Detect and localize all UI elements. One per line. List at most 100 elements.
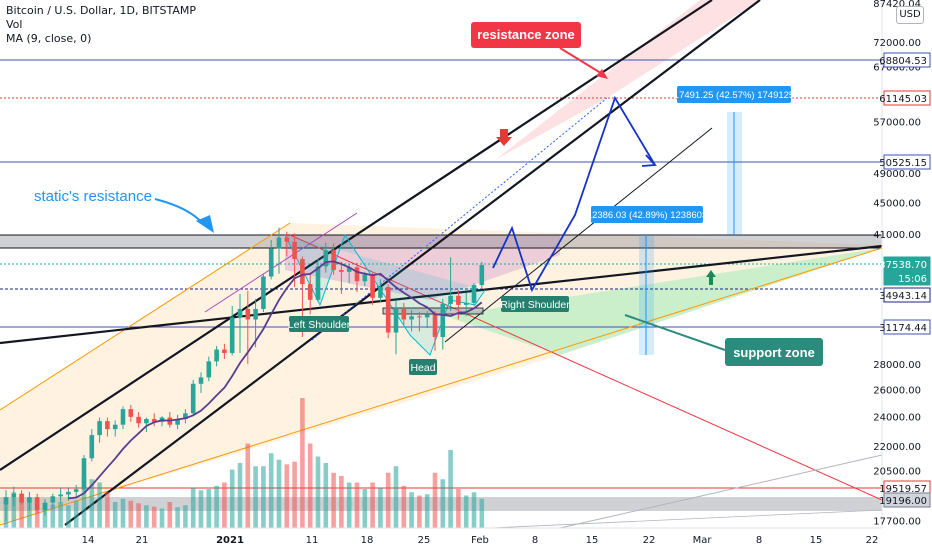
candle-body[interactable] <box>417 316 422 318</box>
candle-body[interactable] <box>19 493 24 503</box>
measure-lower-label: 12386.03 (42.89%) 1238603 <box>587 210 707 221</box>
volume-bar <box>323 463 329 528</box>
candle-body[interactable] <box>89 435 95 459</box>
candle-body[interactable] <box>120 409 126 425</box>
orange-channel-fill <box>0 223 882 525</box>
candle-body[interactable] <box>245 308 251 320</box>
head-label: Head <box>410 362 435 374</box>
candle-body[interactable] <box>27 497 32 503</box>
candle-body[interactable] <box>105 421 110 430</box>
volume-bar <box>253 466 258 528</box>
time-tick-label: Mar <box>693 535 713 546</box>
candle-body[interactable] <box>42 502 48 510</box>
candle-body[interactable] <box>393 308 399 333</box>
candle-body[interactable] <box>151 418 157 422</box>
candle-body[interactable] <box>315 266 321 300</box>
candle-body[interactable] <box>237 308 243 318</box>
candle-body[interactable] <box>440 303 446 337</box>
svg-text:50525.15: 50525.15 <box>879 158 927 169</box>
candle-body[interactable] <box>370 274 375 298</box>
price-badge: 19196.00 <box>879 492 931 508</box>
candle-body[interactable] <box>323 250 329 267</box>
candle-body[interactable] <box>354 267 360 282</box>
candle-body[interactable] <box>97 421 102 436</box>
candle-body[interactable] <box>206 361 212 378</box>
volume-bar <box>346 482 352 528</box>
head-callout: Head <box>409 359 437 375</box>
candle-body[interactable] <box>261 276 266 309</box>
candle-body[interactable] <box>11 493 17 498</box>
price-badge: 68804.53 <box>879 52 931 68</box>
candle-body[interactable] <box>479 265 485 286</box>
candle-body[interactable] <box>307 284 313 300</box>
volume-bar <box>354 482 360 528</box>
support-zone-callout: support zone <box>624 314 823 366</box>
candle-body[interactable] <box>198 377 204 384</box>
volume-bar <box>206 489 212 528</box>
candle-body[interactable] <box>112 424 118 430</box>
candle-body[interactable] <box>183 413 188 419</box>
candle-body[interactable] <box>339 269 344 272</box>
candle-body[interactable] <box>385 286 391 333</box>
volume-bar <box>471 492 477 528</box>
candle-body[interactable] <box>253 308 258 320</box>
candle-body[interactable] <box>222 349 227 354</box>
time-tick-label: 8 <box>532 535 538 546</box>
price-badge: 61145.03 <box>879 90 931 106</box>
resistance-zone-callout: resistance zone <box>471 22 608 79</box>
black-trendline-1 <box>0 0 713 471</box>
candle-body[interactable] <box>73 489 79 492</box>
volume-bar <box>190 487 196 528</box>
purple-line <box>204 212 358 313</box>
candle-body[interactable] <box>448 295 453 304</box>
candle-body[interactable] <box>34 497 40 510</box>
candle-body[interactable] <box>190 383 196 414</box>
candle-body[interactable] <box>3 497 9 505</box>
candle-body[interactable] <box>346 267 352 272</box>
left-shoulder-callout: Left Shoulder <box>288 316 351 332</box>
candle-body[interactable] <box>58 494 63 497</box>
candle-body[interactable] <box>463 302 469 305</box>
candle-body[interactable] <box>136 416 141 424</box>
candle-body[interactable] <box>229 317 235 354</box>
price-badge: 31174.44 <box>879 319 931 335</box>
candle-body[interactable] <box>268 248 274 277</box>
time-tick-label: 25 <box>418 535 431 546</box>
candle-body[interactable] <box>214 349 219 362</box>
candle-body[interactable] <box>378 286 383 298</box>
price-tick-label: 57000.00 <box>873 118 921 129</box>
candle-body[interactable] <box>81 458 87 490</box>
volume-bar <box>456 489 461 528</box>
candle-body[interactable] <box>409 316 414 320</box>
candle-body[interactable] <box>331 250 336 270</box>
candle-body[interactable] <box>144 418 149 424</box>
projection-path <box>492 95 656 293</box>
candle-body[interactable] <box>424 314 430 318</box>
volume-bar <box>409 492 414 528</box>
volume-indicator-label: Vol <box>6 18 23 31</box>
candle-body[interactable] <box>284 237 290 242</box>
candle-body[interactable] <box>300 259 305 285</box>
support-zone-label: support zone <box>733 345 815 360</box>
candle-body[interactable] <box>175 418 180 425</box>
grey-trendline <box>559 454 882 528</box>
volume-bar <box>136 503 141 528</box>
candle-body[interactable] <box>432 314 438 337</box>
volume-bar <box>144 505 149 528</box>
volume-bar <box>214 485 219 528</box>
candle-body[interactable] <box>292 241 297 260</box>
candle-body[interactable] <box>50 496 56 503</box>
currency-badge[interactable]: USD <box>896 6 924 24</box>
volume-bar <box>315 456 321 528</box>
candle-body[interactable] <box>456 295 461 305</box>
candle-body[interactable] <box>128 409 134 417</box>
price-badge: 19519.57 <box>879 480 931 496</box>
candle-body[interactable] <box>471 285 477 303</box>
volume-bar <box>339 476 344 528</box>
candle-body[interactable] <box>276 237 282 249</box>
candle-body[interactable] <box>401 308 407 320</box>
volume-bar <box>167 502 173 528</box>
candle-body[interactable] <box>66 491 71 495</box>
candle-body[interactable] <box>362 274 368 282</box>
